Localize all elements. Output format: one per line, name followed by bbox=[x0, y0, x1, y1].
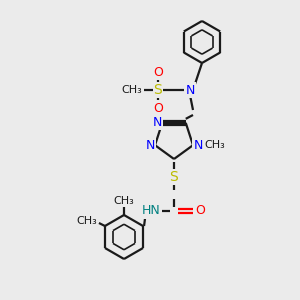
Text: N: N bbox=[145, 139, 155, 152]
Text: CH₃: CH₃ bbox=[76, 216, 97, 226]
Text: O: O bbox=[153, 101, 163, 115]
Text: CH₃: CH₃ bbox=[114, 196, 134, 206]
Text: HN: HN bbox=[142, 205, 160, 218]
Text: CH₃: CH₃ bbox=[205, 140, 225, 150]
Text: N: N bbox=[193, 139, 203, 152]
Text: CH₃: CH₃ bbox=[122, 85, 142, 95]
Text: O: O bbox=[195, 205, 205, 218]
Text: S: S bbox=[169, 170, 178, 184]
Text: O: O bbox=[153, 65, 163, 79]
Text: S: S bbox=[154, 83, 162, 97]
Text: N: N bbox=[185, 83, 195, 97]
Text: N: N bbox=[153, 116, 162, 129]
